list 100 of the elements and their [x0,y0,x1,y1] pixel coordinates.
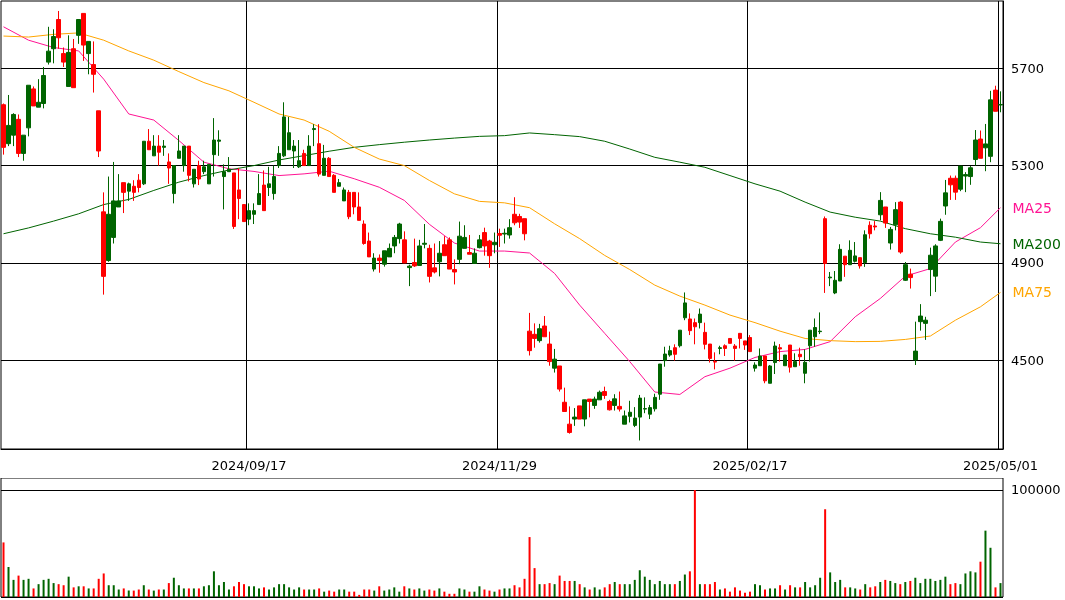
bar [693,489,696,597]
bar [749,591,751,597]
bar [298,587,301,597]
bar [308,589,311,597]
bar [774,588,777,597]
bar [708,584,711,597]
candlestick [76,19,81,45]
bar [17,575,20,597]
bar [313,589,316,597]
candlestick [913,321,918,366]
bar [207,585,210,597]
x-tick-label: 2025/05/01 [963,458,1038,473]
bar [864,584,867,597]
candlestick [718,345,722,355]
candlestick [903,261,908,282]
bar [263,587,266,597]
candlestick [823,215,827,294]
bar [879,582,882,597]
candlestick [61,47,66,68]
candlestick [943,179,948,216]
bar [924,578,927,597]
bar [358,594,361,597]
bar [884,579,887,597]
line-series [3,32,1001,343]
bar [112,585,115,597]
bar [147,589,150,597]
bar [869,587,872,597]
bar [448,593,451,597]
candlestick [297,139,301,169]
candlestick [768,364,772,384]
bar [303,589,306,597]
bar [628,584,631,597]
candlestick [763,355,767,384]
bar [578,584,581,597]
bar [217,585,220,597]
candlestick [1,103,6,156]
bar [899,584,902,597]
bar [653,584,656,597]
bar [789,585,792,597]
candlestick [71,38,76,89]
bar [117,589,120,597]
bar [373,590,376,597]
bar [293,589,296,597]
candlestick [477,234,482,249]
candlestick [167,152,171,185]
bar [819,577,822,597]
bar [7,567,10,597]
bar [107,585,110,597]
candlestick [422,223,427,249]
bar [834,582,837,597]
candlestick [938,218,943,242]
bar [954,583,957,597]
bar [418,588,421,597]
bar [919,583,922,597]
bar [909,580,912,597]
bar [2,542,5,597]
bar [989,547,992,597]
bar [994,587,997,597]
bar [212,571,215,597]
bar [583,587,586,597]
series-label: MA200 [1012,235,1061,252]
candlestick [783,354,787,367]
candlestick [96,110,101,158]
bar [904,582,907,597]
bar [97,578,100,597]
bar [132,590,135,597]
candlestick [908,268,913,290]
line-series [3,26,1001,395]
bar [408,588,411,597]
bar [738,590,741,597]
candlestick [81,12,86,62]
candlestick [888,226,893,251]
candlestick [31,85,36,107]
bar [32,588,35,597]
bar [984,530,987,597]
bar [969,571,972,597]
candlestick [858,257,862,270]
bar [759,585,762,597]
candlestick [978,130,983,159]
candlestick [612,393,617,412]
bar [343,589,346,597]
bar [548,583,551,597]
bar [82,586,85,597]
y-tick-label: 4500 [1011,352,1045,368]
bar [77,586,80,597]
y-tick-label: 4900 [1011,255,1045,271]
bar [733,587,736,597]
bar [443,591,446,597]
bar [814,585,817,597]
candlestick [993,85,998,112]
bar [593,587,596,597]
candlestick [537,323,542,344]
bar [829,572,832,597]
bar [42,579,45,597]
bar [478,586,481,597]
candlestick [793,352,797,368]
bar [518,587,521,597]
candlestick [673,343,677,362]
bar [999,583,1002,597]
bar [177,585,180,597]
